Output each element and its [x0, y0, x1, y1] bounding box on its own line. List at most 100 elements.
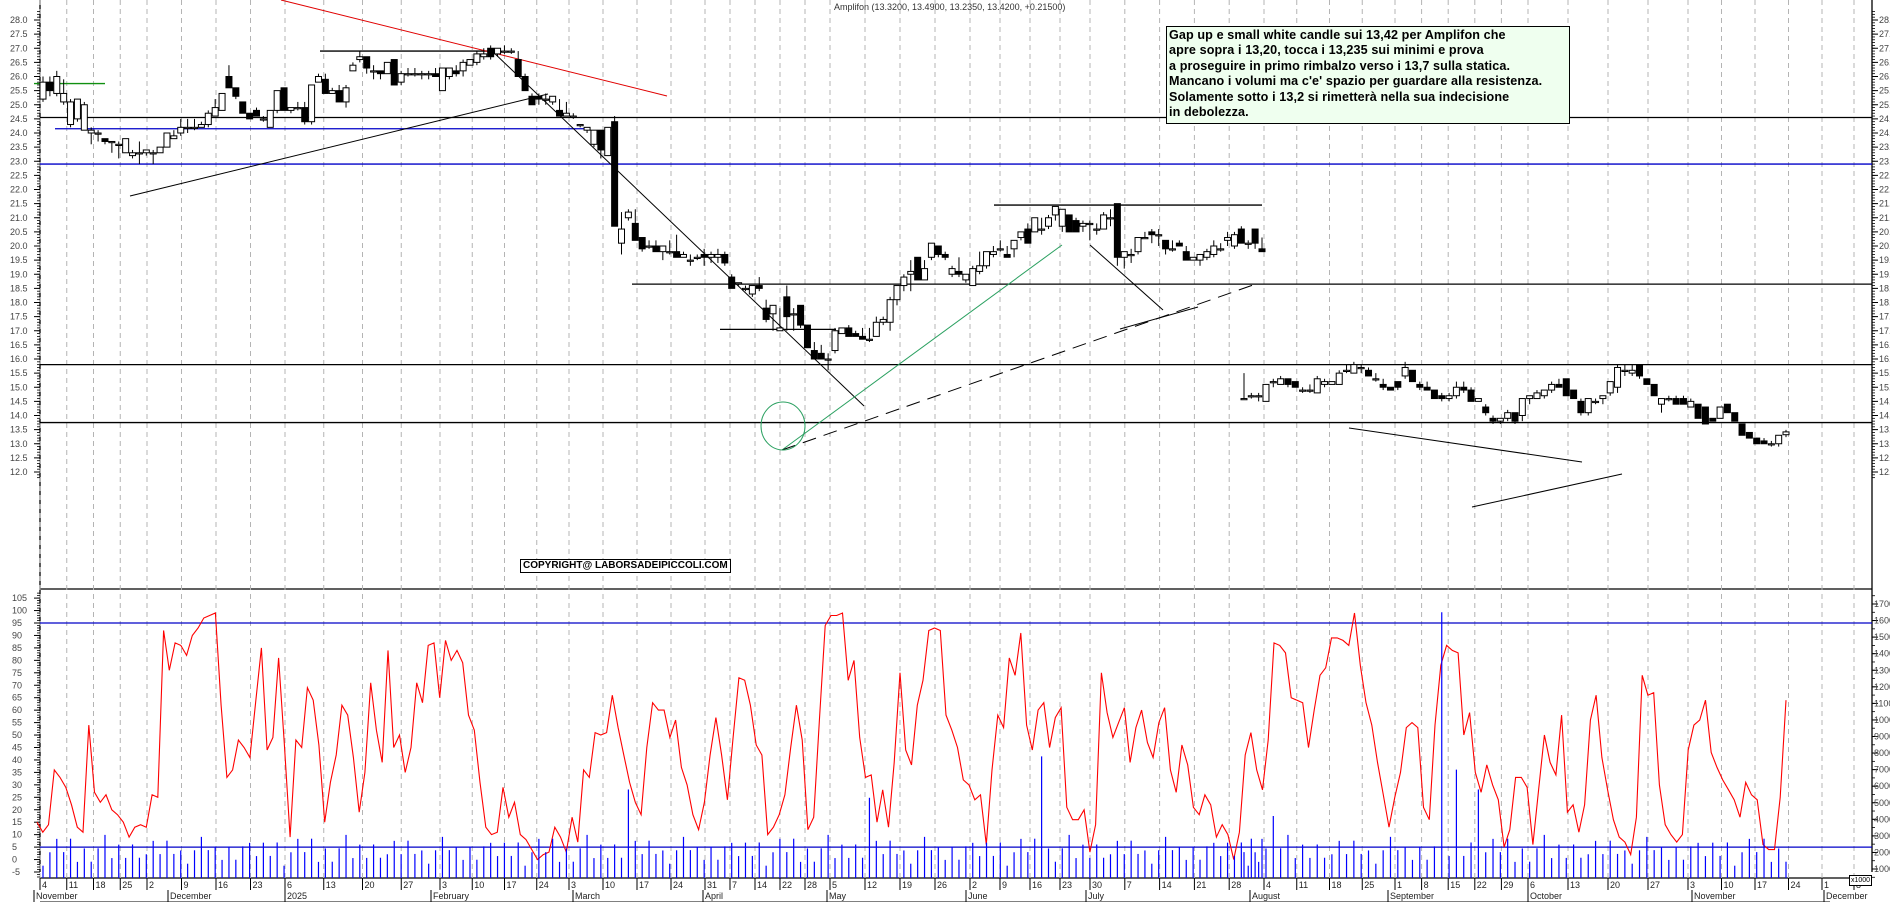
svg-text:24: 24: [673, 880, 683, 890]
svg-text:17: 17: [639, 880, 649, 890]
note-line: a proseguire in primo rimbalzo verso i 1…: [1169, 58, 1511, 73]
svg-text:October: October: [1530, 891, 1562, 901]
svg-text:14.5: 14.5: [1879, 396, 1890, 406]
svg-text:24: 24: [1791, 880, 1801, 890]
svg-text:0: 0: [12, 855, 17, 865]
svg-text:14.5: 14.5: [10, 396, 28, 406]
svg-text:16.5: 16.5: [10, 340, 28, 350]
svg-text:September: September: [1390, 891, 1434, 901]
svg-text:14000: 14000: [1874, 649, 1890, 659]
svg-text:16.5: 16.5: [1879, 340, 1890, 350]
svg-text:25: 25: [1364, 880, 1374, 890]
svg-text:21.5: 21.5: [1879, 199, 1890, 209]
svg-text:June: June: [968, 891, 988, 901]
svg-text:55: 55: [12, 718, 22, 728]
svg-text:6: 6: [287, 880, 292, 890]
svg-text:3: 3: [571, 880, 576, 890]
svg-text:8: 8: [1424, 880, 1429, 890]
svg-text:6000: 6000: [1874, 781, 1890, 791]
svg-text:27.0: 27.0: [1879, 43, 1890, 53]
svg-text:23.5: 23.5: [1879, 142, 1890, 152]
svg-text:10: 10: [474, 880, 484, 890]
svg-text:19: 19: [902, 880, 912, 890]
svg-text:13.5: 13.5: [10, 425, 28, 435]
svg-text:17.5: 17.5: [10, 312, 28, 322]
svg-text:12000: 12000: [1874, 682, 1890, 692]
svg-text:16: 16: [218, 880, 228, 890]
svg-text:18: 18: [96, 880, 106, 890]
svg-text:2000: 2000: [1874, 847, 1890, 857]
svg-text:90: 90: [12, 630, 22, 640]
svg-text:21.0: 21.0: [10, 213, 28, 223]
svg-text:25: 25: [12, 792, 22, 802]
svg-text:9000: 9000: [1874, 732, 1890, 742]
svg-text:30: 30: [12, 780, 22, 790]
svg-text:26.5: 26.5: [10, 57, 28, 67]
svg-text:28: 28: [807, 880, 817, 890]
svg-text:20.5: 20.5: [1879, 227, 1890, 237]
svg-text:21.5: 21.5: [10, 199, 28, 209]
svg-text:15.0: 15.0: [1879, 382, 1890, 392]
svg-text:24.5: 24.5: [1879, 114, 1890, 124]
svg-text:18.0: 18.0: [10, 298, 28, 308]
svg-text:26.0: 26.0: [1879, 72, 1890, 82]
svg-text:1000: 1000: [1874, 864, 1890, 874]
svg-text:20: 20: [365, 880, 375, 890]
svg-text:13.0: 13.0: [10, 439, 28, 449]
svg-text:8000: 8000: [1874, 748, 1890, 758]
svg-text:35: 35: [12, 767, 22, 777]
svg-text:December: December: [170, 891, 212, 901]
svg-text:28: 28: [1231, 880, 1241, 890]
svg-text:17.0: 17.0: [1879, 326, 1890, 336]
svg-text:12.0: 12.0: [1879, 467, 1890, 477]
svg-text:24: 24: [539, 880, 549, 890]
svg-text:17000: 17000: [1874, 599, 1890, 609]
svg-text:March: March: [575, 891, 600, 901]
svg-text:14: 14: [1162, 880, 1172, 890]
svg-text:16.0: 16.0: [10, 354, 28, 364]
svg-text:14.0: 14.0: [10, 411, 28, 421]
svg-text:4000: 4000: [1874, 814, 1890, 824]
svg-text:10: 10: [605, 880, 615, 890]
svg-text:23.0: 23.0: [1879, 156, 1890, 166]
svg-text:95: 95: [12, 618, 22, 628]
svg-text:4: 4: [1266, 880, 1271, 890]
svg-text:14: 14: [757, 880, 767, 890]
svg-text:17.5: 17.5: [1879, 312, 1890, 322]
svg-text:28.0: 28.0: [1879, 15, 1890, 25]
svg-text:75: 75: [12, 668, 22, 678]
svg-text:20: 20: [1610, 880, 1620, 890]
svg-text:23.5: 23.5: [10, 142, 28, 152]
svg-text:12.5: 12.5: [1879, 453, 1890, 463]
svg-text:80: 80: [12, 655, 22, 665]
svg-text:16.0: 16.0: [1879, 354, 1890, 364]
svg-text:13.5: 13.5: [1879, 425, 1890, 435]
svg-text:25.0: 25.0: [10, 100, 28, 110]
svg-text:1: 1: [1397, 880, 1402, 890]
svg-text:13000: 13000: [1874, 665, 1890, 675]
svg-text:3000: 3000: [1874, 831, 1890, 841]
svg-text:24.0: 24.0: [1879, 128, 1890, 138]
svg-text:21.0: 21.0: [1879, 213, 1890, 223]
svg-text:23: 23: [253, 880, 263, 890]
svg-text:6: 6: [1530, 880, 1535, 890]
note-line: Mancano i volumi ma c'e' spazio per guar…: [1169, 74, 1543, 89]
svg-text:26: 26: [937, 880, 947, 890]
svg-text:22: 22: [782, 880, 792, 890]
svg-text:24.0: 24.0: [10, 128, 28, 138]
svg-text:-5: -5: [12, 867, 20, 877]
svg-text:10: 10: [12, 830, 22, 840]
svg-text:April: April: [705, 891, 723, 901]
svg-text:25.5: 25.5: [1879, 86, 1890, 96]
svg-text:13.0: 13.0: [1879, 439, 1890, 449]
svg-text:November: November: [36, 891, 78, 901]
note-line: Gap up e small white candle sui 13,42 pe…: [1169, 28, 1506, 42]
svg-text:7: 7: [1127, 880, 1132, 890]
note-line: Solamente sotto i 13,2 si rimetterà nell…: [1169, 89, 1510, 104]
chart-title: Amplifon (13.3200, 13.4900, 13.2350, 13.…: [834, 2, 1066, 12]
svg-text:29: 29: [1503, 880, 1513, 890]
svg-text:7: 7: [732, 880, 737, 890]
volume-unit-label: x1000: [1849, 875, 1873, 886]
copyright-watermark: COPYRIGHT@ LABORSADEIPICCOLI.COM: [520, 559, 731, 573]
svg-text:25.5: 25.5: [10, 86, 28, 96]
